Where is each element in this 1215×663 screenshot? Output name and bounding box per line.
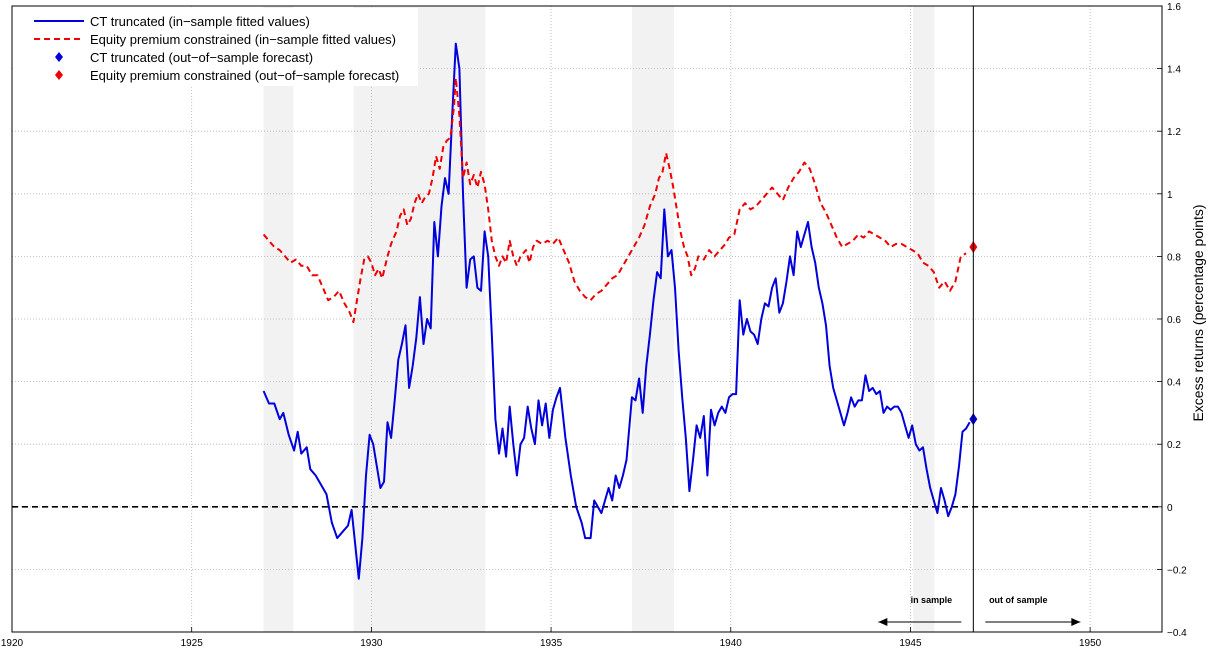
legend-marker-4	[55, 70, 63, 80]
plot-frame	[11, 5, 1163, 633]
x-tick-label: 1920	[1, 638, 24, 649]
y-tick-label: 1.4	[1167, 65, 1181, 76]
series-line-1	[262, 42, 971, 580]
in-sample-label: in sample	[911, 595, 953, 605]
legend-label-1: CT truncated (in−sample fitted values)	[90, 14, 310, 29]
x-tick-label: 1940	[720, 638, 743, 649]
shaded-period	[631, 6, 674, 632]
y-tick-label: 0.2	[1167, 440, 1181, 451]
legend-label-3: CT truncated (out−of−sample forecast)	[90, 50, 313, 65]
y-tick-label: −0.2	[1167, 565, 1187, 576]
x-tick-label: 1945	[899, 638, 922, 649]
series-line-2	[262, 77, 967, 324]
y-tick-label: 1	[1167, 190, 1173, 201]
shaded-period	[913, 6, 935, 632]
out-of-sample-label: out of sample	[989, 595, 1048, 605]
legend-label-4: Equity premium constrained (out−of−sampl…	[90, 68, 399, 83]
y-tick-label: 0	[1167, 503, 1173, 514]
x-tick-label: 1950	[1079, 638, 1102, 649]
in-sample-arrowhead	[878, 618, 888, 626]
y-axis-label: Excess returns (percentage points)	[1190, 204, 1206, 421]
y-tick-label: 1.6	[1167, 2, 1181, 13]
y-tick-label: 0.8	[1167, 252, 1181, 263]
legend-marker-3	[55, 52, 63, 62]
y-tick-label: 1.2	[1167, 127, 1181, 138]
out-of-sample-arrowhead	[1071, 618, 1081, 626]
x-tick-label: 1935	[540, 638, 563, 649]
y-tick-label: 0.6	[1167, 315, 1181, 326]
x-tick-label: 1930	[360, 638, 383, 649]
legend-label-2: Equity premium constrained (in−sample fi…	[90, 32, 396, 47]
x-tick-label: 1925	[181, 638, 204, 649]
y-tick-label: −0.4	[1167, 628, 1187, 639]
y-tick-label: 0.4	[1167, 378, 1181, 389]
